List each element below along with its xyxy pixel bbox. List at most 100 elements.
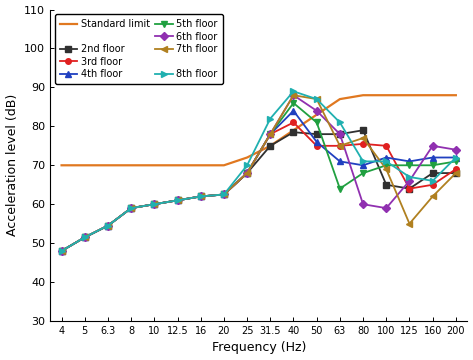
3rd floor bbox=[198, 194, 203, 199]
8th floor bbox=[59, 249, 64, 253]
2nd floor bbox=[175, 198, 180, 202]
2nd floor bbox=[337, 132, 343, 136]
2nd floor bbox=[453, 171, 459, 175]
8th floor bbox=[314, 97, 320, 101]
4th floor bbox=[453, 156, 459, 160]
6th floor bbox=[407, 179, 412, 183]
7th floor bbox=[267, 132, 273, 136]
4th floor bbox=[384, 156, 389, 160]
8th floor bbox=[82, 235, 88, 239]
2nd floor bbox=[384, 183, 389, 187]
4th floor bbox=[175, 198, 180, 202]
Standard limit bbox=[128, 163, 134, 167]
Standard limit bbox=[384, 93, 389, 97]
3rd floor bbox=[105, 224, 111, 228]
3rd floor bbox=[453, 167, 459, 171]
4th floor bbox=[314, 140, 320, 144]
2nd floor bbox=[59, 249, 64, 253]
Standard limit bbox=[244, 156, 250, 160]
6th floor bbox=[82, 235, 88, 239]
8th floor bbox=[407, 175, 412, 179]
X-axis label: Frequency (Hz): Frequency (Hz) bbox=[211, 341, 306, 355]
Line: Standard limit: Standard limit bbox=[61, 95, 456, 165]
4th floor bbox=[151, 202, 157, 206]
4th floor bbox=[244, 171, 250, 175]
7th floor bbox=[221, 192, 227, 197]
7th floor bbox=[151, 202, 157, 206]
Standard limit bbox=[221, 163, 227, 167]
8th floor bbox=[198, 194, 203, 199]
4th floor bbox=[59, 249, 64, 253]
3rd floor bbox=[314, 144, 320, 148]
5th floor bbox=[430, 163, 436, 167]
2nd floor bbox=[128, 206, 134, 210]
3rd floor bbox=[337, 144, 343, 148]
Standard limit bbox=[430, 93, 436, 97]
8th floor bbox=[453, 156, 459, 160]
8th floor bbox=[175, 198, 180, 202]
5th floor bbox=[360, 171, 366, 175]
Standard limit bbox=[291, 128, 297, 132]
7th floor bbox=[453, 171, 459, 175]
4th floor bbox=[360, 163, 366, 167]
5th floor bbox=[314, 120, 320, 125]
Legend: Standard limit, , 2nd floor, 3rd floor, 4th floor, 5th floor, 6th floor, 7th flo: Standard limit, , 2nd floor, 3rd floor, … bbox=[55, 14, 223, 84]
5th floor bbox=[198, 194, 203, 199]
8th floor bbox=[244, 163, 250, 167]
6th floor bbox=[128, 206, 134, 210]
Line: 3rd floor: 3rd floor bbox=[59, 120, 459, 254]
Standard limit bbox=[59, 163, 64, 167]
8th floor bbox=[430, 179, 436, 183]
8th floor bbox=[105, 224, 111, 228]
5th floor bbox=[384, 163, 389, 167]
5th floor bbox=[151, 202, 157, 206]
3rd floor bbox=[430, 183, 436, 187]
2nd floor bbox=[430, 171, 436, 175]
8th floor bbox=[384, 159, 389, 163]
5th floor bbox=[59, 249, 64, 253]
2nd floor bbox=[105, 224, 111, 228]
Line: 6th floor: 6th floor bbox=[59, 93, 459, 254]
6th floor bbox=[384, 206, 389, 210]
3rd floor bbox=[267, 132, 273, 136]
7th floor bbox=[82, 235, 88, 239]
6th floor bbox=[175, 198, 180, 202]
4th floor bbox=[198, 194, 203, 199]
Standard limit bbox=[407, 93, 412, 97]
3rd floor bbox=[360, 142, 366, 146]
3rd floor bbox=[82, 235, 88, 239]
Standard limit bbox=[453, 93, 459, 97]
5th floor bbox=[128, 206, 134, 210]
Standard limit bbox=[198, 163, 203, 167]
3rd floor bbox=[244, 171, 250, 175]
3rd floor bbox=[291, 120, 297, 125]
5th floor bbox=[453, 159, 459, 163]
6th floor bbox=[314, 109, 320, 113]
4th floor bbox=[430, 156, 436, 160]
2nd floor bbox=[360, 128, 366, 132]
6th floor bbox=[59, 249, 64, 253]
4th floor bbox=[105, 224, 111, 228]
8th floor bbox=[337, 120, 343, 125]
8th floor bbox=[360, 159, 366, 163]
2nd floor bbox=[221, 192, 227, 197]
5th floor bbox=[221, 192, 227, 197]
7th floor bbox=[105, 224, 111, 228]
4th floor bbox=[128, 206, 134, 210]
2nd floor bbox=[314, 132, 320, 136]
6th floor bbox=[291, 93, 297, 97]
6th floor bbox=[337, 132, 343, 136]
3rd floor bbox=[407, 186, 412, 191]
8th floor bbox=[128, 206, 134, 210]
Line: 4th floor: 4th floor bbox=[59, 108, 459, 254]
7th floor bbox=[175, 198, 180, 202]
Standard limit bbox=[175, 163, 180, 167]
3rd floor bbox=[128, 206, 134, 210]
6th floor bbox=[198, 194, 203, 199]
3rd floor bbox=[384, 144, 389, 148]
5th floor bbox=[175, 198, 180, 202]
5th floor bbox=[82, 235, 88, 239]
4th floor bbox=[291, 109, 297, 113]
7th floor bbox=[291, 93, 297, 97]
3rd floor bbox=[175, 198, 180, 202]
